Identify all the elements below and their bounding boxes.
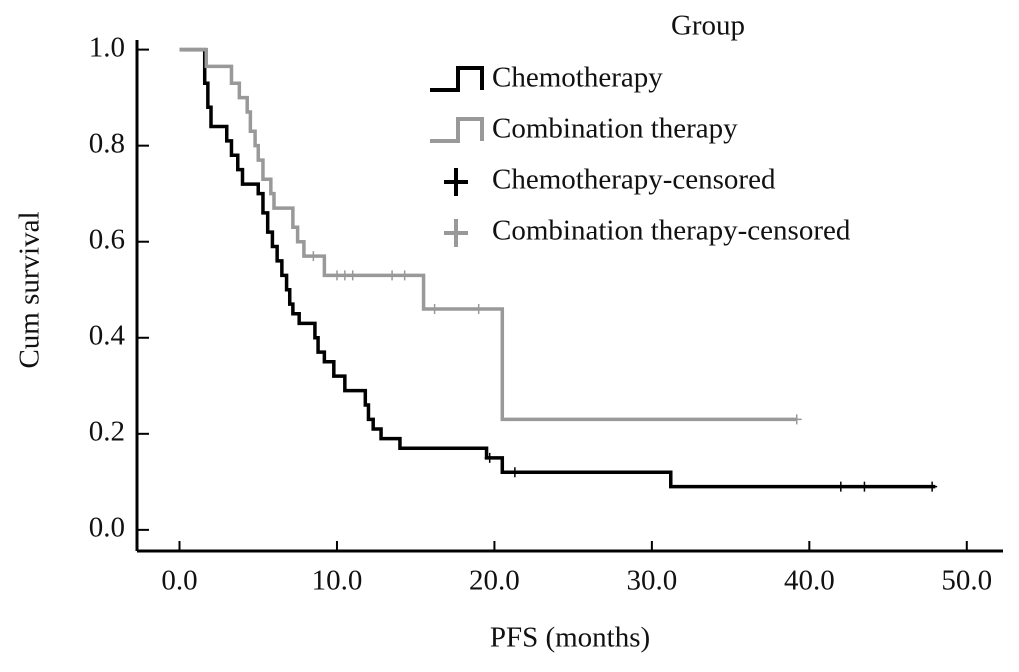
censor-mark bbox=[484, 452, 495, 463]
censor-mark bbox=[308, 251, 319, 262]
x-tick-label: 50.0 bbox=[941, 565, 992, 597]
legend-label: Chemotherapy bbox=[492, 62, 663, 94]
survival-curve bbox=[179, 47, 936, 489]
y-tick-label: 0.0 bbox=[89, 512, 125, 544]
legend-swatch bbox=[444, 168, 468, 196]
legend-label: Chemotherapy-censored bbox=[492, 164, 776, 196]
y-tick-label: 0.6 bbox=[89, 223, 125, 255]
legend-title: Group bbox=[671, 10, 745, 42]
y-tick-label: 1.0 bbox=[89, 31, 125, 63]
censor-mark bbox=[859, 481, 870, 492]
censor-mark bbox=[927, 481, 938, 492]
x-tick-label: 40.0 bbox=[784, 565, 835, 597]
censor-mark bbox=[791, 414, 802, 425]
x-tick-label: 0.0 bbox=[161, 565, 197, 597]
survival-curve bbox=[179, 47, 797, 422]
y-axis-label: Cum survival bbox=[14, 211, 46, 368]
y-tick-label: 0.2 bbox=[89, 415, 125, 447]
x-tick-label: 30.0 bbox=[627, 565, 678, 597]
censor-mark bbox=[387, 270, 398, 281]
x-axis-label: PFS (months) bbox=[490, 622, 650, 654]
censor-mark bbox=[399, 270, 410, 281]
censor-mark bbox=[347, 270, 358, 281]
censor-mark bbox=[429, 303, 440, 314]
legend-swatch bbox=[430, 117, 484, 143]
censor-mark bbox=[473, 303, 484, 314]
y-tick-label: 0.4 bbox=[89, 319, 126, 351]
x-tick-label: 20.0 bbox=[469, 565, 520, 597]
legend-swatch bbox=[444, 219, 468, 247]
censor-mark bbox=[509, 467, 520, 478]
legend-label: Combination therapy bbox=[492, 113, 738, 145]
legend-swatch bbox=[430, 66, 484, 92]
x-tick-label: 10.0 bbox=[312, 565, 363, 597]
y-tick-label: 0.8 bbox=[89, 127, 125, 159]
legend-label: Combination therapy-censored bbox=[492, 215, 851, 247]
censor-mark bbox=[835, 481, 846, 492]
